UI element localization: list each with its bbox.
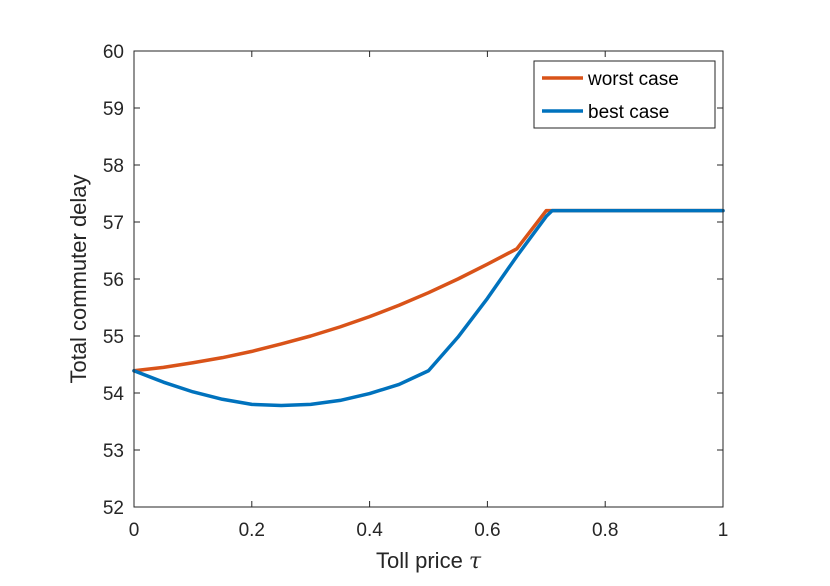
legend-label-worst-case: worst case — [587, 69, 679, 90]
x-tick-label: 0.8 — [592, 520, 618, 541]
x-tick-label: 1 — [718, 520, 729, 541]
legend-box — [533, 60, 716, 129]
tau-symbol: τ — [469, 549, 482, 574]
tick-labels-layer: 0 0.2 0.4 0.6 0.8 1 52 53 54 55 56 57 58 59 60 — [103, 42, 728, 541]
x-axis-label: Toll price τ — [376, 548, 482, 574]
y-tick-label: 54 — [103, 384, 125, 405]
y-tick-label: 53 — [103, 441, 124, 462]
y-tick-label: 60 — [103, 42, 124, 63]
legend: worst case best case — [533, 60, 716, 129]
series-line-best-case — [132, 208, 725, 408]
y-tick-label: 57 — [103, 213, 124, 234]
y-tick-label: 55 — [103, 327, 124, 348]
x-tick-label: 0.2 — [239, 520, 265, 541]
y-tick-label: 58 — [103, 156, 124, 177]
y-tick-label: 56 — [103, 270, 124, 291]
y-tick-label: 52 — [103, 498, 124, 519]
x-tick-label: 0 — [129, 520, 140, 541]
x-tick-label: 0.6 — [474, 520, 500, 541]
legend-label-best-case: best case — [588, 102, 669, 123]
y-axis-label: Total commuter delay — [66, 174, 91, 383]
ticks-layer — [133, 50, 724, 508]
x-tick-label: 0.4 — [356, 520, 383, 541]
series-layer — [132, 208, 725, 408]
y-tick-label: 59 — [103, 99, 124, 120]
x-axis-label-text: Toll price — [376, 548, 463, 573]
